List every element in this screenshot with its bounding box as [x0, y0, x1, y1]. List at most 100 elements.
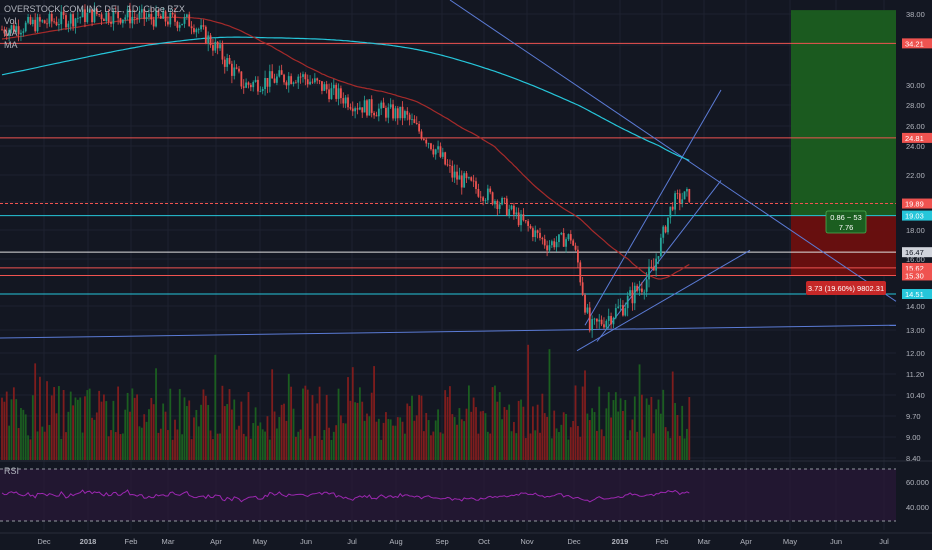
candle-body — [413, 119, 416, 123]
volume-bar — [230, 409, 233, 460]
candle-body — [76, 17, 79, 19]
volume-bar — [472, 397, 475, 460]
volume-bar — [392, 425, 394, 460]
volume-bar — [119, 434, 122, 460]
volume-bar — [81, 432, 84, 460]
legend-symbol: OVERSTOCK COM INC DEL, 1D, Cboe BZX — [4, 4, 185, 14]
level-tag-label: 15.62 — [905, 264, 924, 273]
candle-body — [152, 19, 155, 27]
candle-body — [664, 226, 667, 233]
volume-bar — [162, 403, 165, 460]
volume-bar — [418, 394, 421, 460]
candle-body — [15, 26, 18, 33]
candle-body — [103, 19, 105, 21]
level-tag-label: 24.81 — [905, 134, 924, 143]
x-tick-label: Jul — [879, 537, 889, 546]
candle-body — [299, 76, 302, 78]
candle-body — [686, 188, 688, 192]
volume-bar — [600, 429, 603, 460]
candle-body — [261, 89, 264, 91]
volume-bar — [377, 418, 380, 460]
candle-body — [415, 122, 418, 124]
y-tick-label: 24.00 — [906, 142, 925, 151]
candle-body — [408, 114, 411, 120]
volume-bar — [219, 433, 221, 460]
volume-bar — [638, 364, 641, 460]
candle-body — [245, 82, 248, 88]
volume-bar — [340, 415, 342, 460]
candle-body — [586, 307, 589, 313]
candle-body — [140, 9, 143, 13]
volume-bar — [510, 431, 513, 460]
candle-body — [183, 17, 186, 24]
volume-bar — [465, 408, 468, 460]
volume-bar — [479, 411, 482, 460]
candle-body — [536, 230, 539, 233]
volume-bar — [328, 427, 330, 460]
candle-body — [569, 234, 572, 241]
candle-body — [112, 11, 115, 24]
volume-bar — [539, 432, 541, 460]
volume-bar — [373, 366, 375, 460]
candle-body — [553, 241, 556, 248]
volume-bar — [268, 439, 271, 460]
candle-body — [223, 59, 226, 67]
volume-bar — [245, 436, 248, 460]
legend-ma-2: MA — [4, 40, 18, 50]
candle-body — [143, 9, 146, 19]
candle-body — [595, 318, 598, 322]
volume-bar — [631, 419, 634, 460]
candle-body — [638, 288, 641, 291]
volume-bar — [475, 407, 477, 460]
volume-bar — [361, 401, 364, 460]
level-tag-label: 15.30 — [905, 271, 924, 280]
volume-bar — [67, 411, 70, 460]
y-tick-label: 16.00 — [906, 255, 925, 264]
volume-bar — [508, 404, 511, 460]
candle-body — [240, 71, 243, 87]
volume-bar — [306, 389, 309, 460]
candle-body — [148, 13, 150, 18]
volume-bar — [643, 437, 646, 460]
trendline-channel-lower — [596, 180, 722, 342]
volume-bar — [453, 417, 456, 460]
candle-body — [131, 16, 134, 24]
candle-body — [643, 291, 646, 293]
candle-body — [259, 90, 262, 92]
candle-body — [491, 192, 494, 205]
candle-body — [349, 107, 352, 109]
volume-bar — [550, 438, 553, 460]
candle-body — [655, 258, 658, 271]
volume-bar — [603, 436, 605, 460]
candle-body — [380, 102, 383, 109]
candle-body — [513, 205, 515, 215]
volume-bar — [62, 389, 65, 460]
volume-bar — [105, 401, 108, 460]
volume-bar — [276, 428, 278, 460]
level-tag-bg — [902, 262, 932, 273]
volume-bar — [536, 404, 539, 460]
volume-bar — [382, 422, 385, 460]
candle-body — [470, 177, 473, 181]
volume-bar — [228, 389, 231, 460]
candle-body — [351, 108, 354, 112]
rsi-tick-label: 40.000 — [906, 503, 929, 512]
candle-body — [202, 25, 205, 27]
candle-body — [188, 14, 191, 27]
candle-body — [484, 200, 487, 202]
volume-bar — [200, 404, 202, 460]
volume-bar — [344, 423, 347, 460]
volume-bar — [271, 369, 274, 460]
candle-body — [273, 78, 276, 83]
candle-body — [297, 76, 300, 83]
candle-body — [340, 88, 342, 99]
candle-body — [358, 107, 361, 110]
volume-bar — [283, 403, 285, 460]
volume-bar — [181, 434, 184, 460]
candle-body — [309, 81, 311, 85]
candle-body — [486, 188, 489, 201]
volume-bar — [368, 416, 371, 460]
volume-bar — [434, 420, 437, 460]
volume-bar — [46, 381, 48, 460]
